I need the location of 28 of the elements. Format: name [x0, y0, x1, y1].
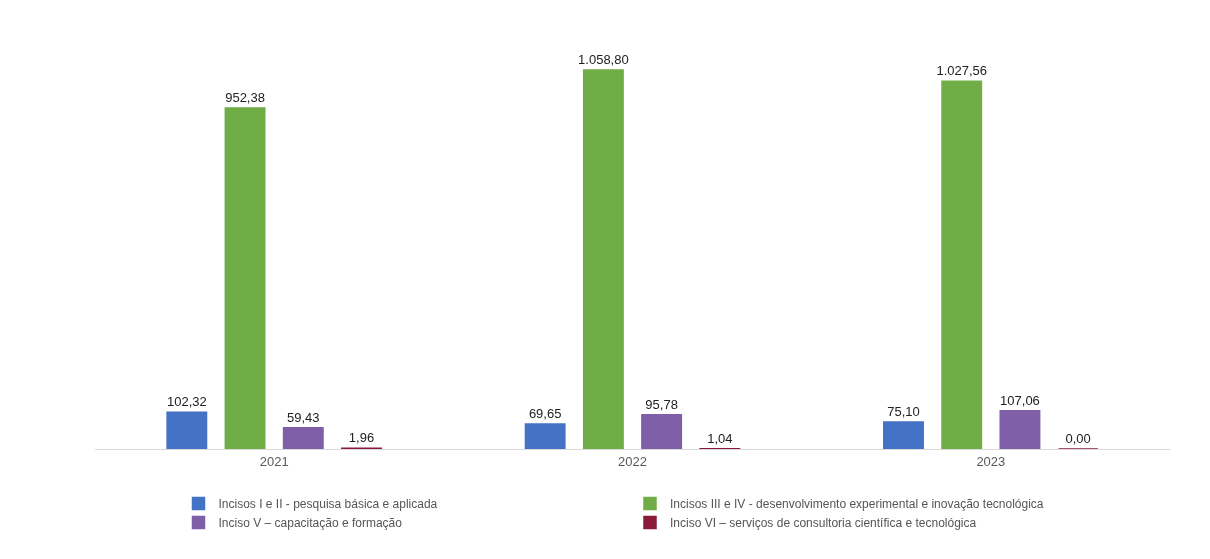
data-label: 1,04 — [707, 430, 733, 446]
data-label: 952,38 — [225, 90, 265, 106]
x-tick-label: 2022 — [618, 453, 647, 469]
bar — [166, 411, 208, 449]
legend-label: Incisos III e IV - desenvolvimento experimental e inovação tecnológica — [670, 497, 1044, 512]
data-label: 59,43 — [287, 409, 320, 425]
data-label: 1.058,80 — [578, 51, 629, 67]
data-label: 0,00 — [1065, 431, 1091, 446]
bar — [524, 423, 566, 449]
legend-label: Inciso VI – serviços de consultoria científica e tecnológica — [670, 516, 977, 531]
bar — [582, 69, 624, 449]
x-tick-label: 2023 — [976, 453, 1006, 469]
bar — [282, 426, 324, 449]
data-label: 1,96 — [348, 430, 375, 446]
legend-label: Incisos I e II - pesquisa básica e aplicada — [218, 497, 438, 512]
x-tick-label: 2021 — [259, 453, 289, 469]
bar — [883, 421, 924, 449]
data-label: 1.027,56 — [936, 63, 988, 79]
bar — [641, 413, 683, 449]
data-label: 75,10 — [887, 404, 920, 420]
legend-label: Inciso V – capacitação e formação — [218, 516, 403, 531]
bar — [224, 107, 266, 449]
data-label: 102,32 — [166, 394, 207, 410]
bar — [999, 409, 1041, 449]
data-label: 95,78 — [645, 396, 678, 412]
bar — [941, 80, 983, 449]
data-label: 69,65 — [528, 406, 562, 422]
data-label: 107,06 — [1000, 392, 1040, 408]
